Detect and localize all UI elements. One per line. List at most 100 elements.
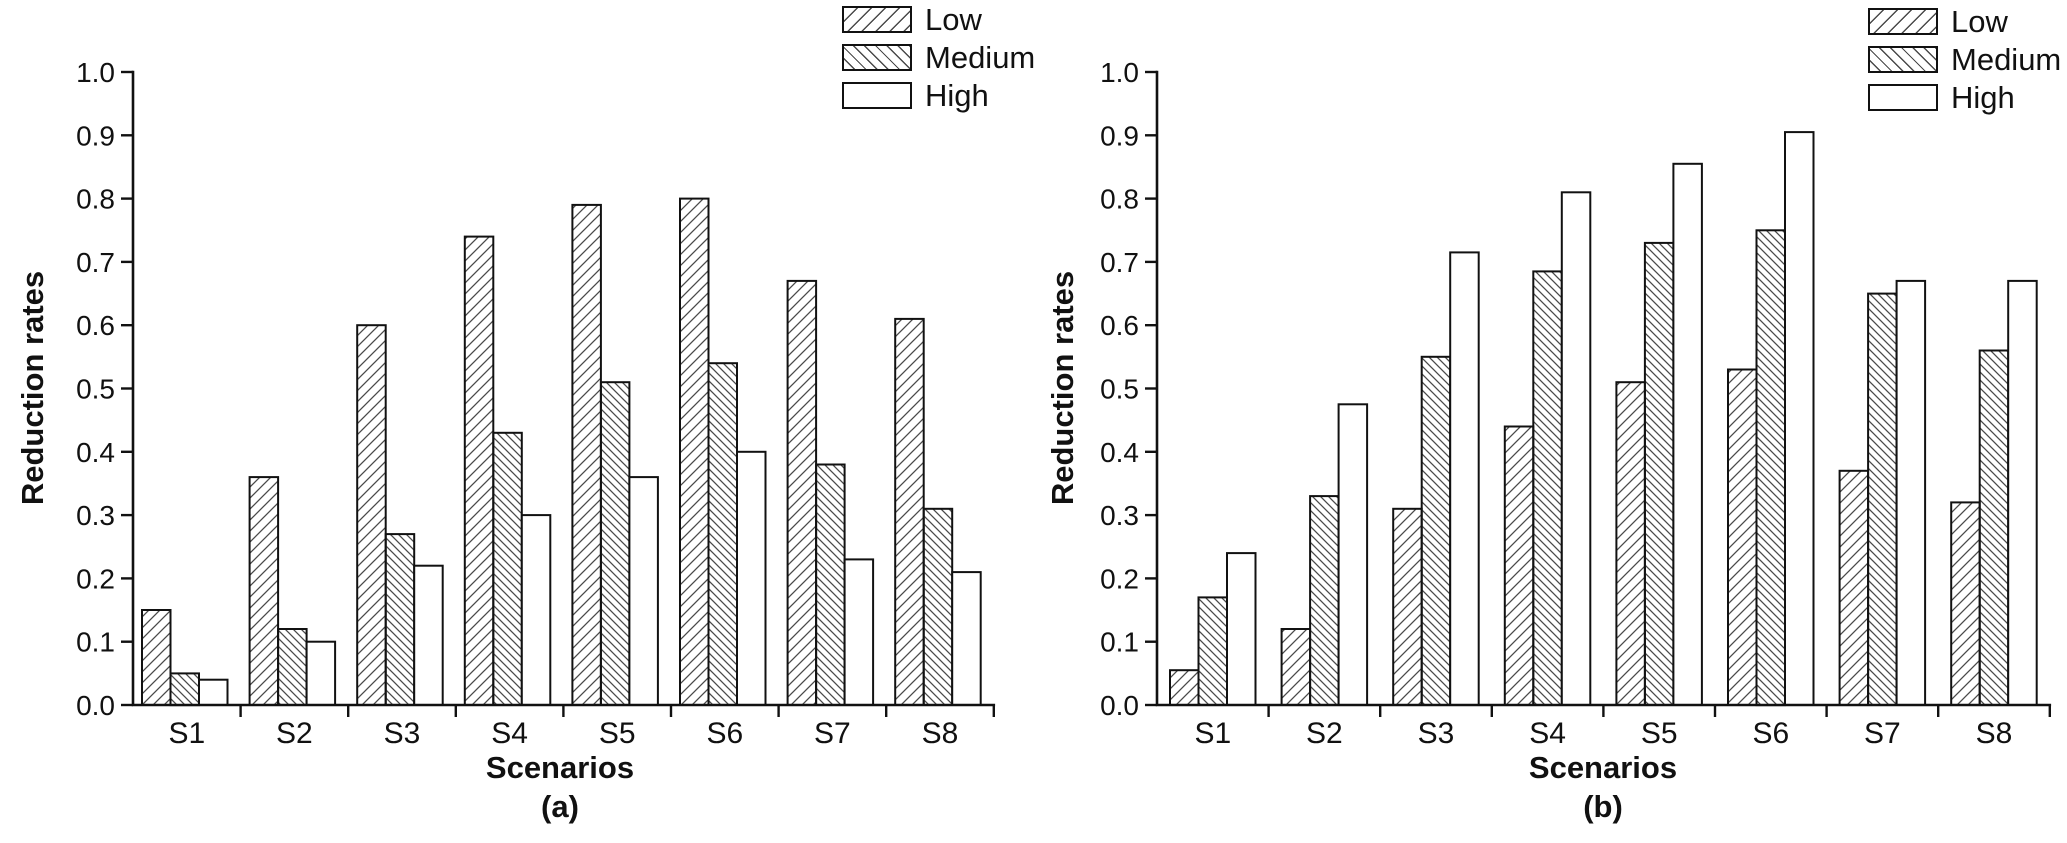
category-label-s5: S5 bbox=[599, 717, 636, 750]
bar-s1-high bbox=[1226, 552, 1257, 706]
bar-s2-medium bbox=[1309, 495, 1340, 706]
bar-s5-high bbox=[1672, 162, 1703, 707]
legend-a: Low Medium High bbox=[842, 2, 1036, 113]
y-tick-label: 0.7 bbox=[76, 247, 115, 278]
bar-s5-medium bbox=[1643, 241, 1675, 706]
bar-s8-low bbox=[894, 317, 925, 706]
bar-s2-medium bbox=[277, 628, 308, 706]
caption-b: (b) bbox=[1583, 789, 1623, 824]
category-label-s8: S8 bbox=[1976, 717, 2013, 750]
legend-item-medium: Medium bbox=[842, 40, 1036, 75]
legend-swatch-high bbox=[1868, 84, 1938, 111]
bar-s3-low bbox=[1392, 507, 1423, 706]
category-label-s1: S1 bbox=[1194, 717, 1231, 750]
y-tick-label: 0.1 bbox=[76, 627, 115, 658]
bar-s7-high bbox=[843, 558, 875, 707]
legend-b: Low Medium High bbox=[1868, 4, 2062, 115]
bar-s3-medium bbox=[384, 533, 416, 706]
bar-s8-medium bbox=[1978, 349, 2010, 706]
y-tick-label: 0.5 bbox=[76, 374, 115, 405]
bar-s2-low bbox=[248, 476, 280, 706]
legend-swatch-high bbox=[842, 82, 912, 109]
y-tick-label: 0.2 bbox=[76, 563, 115, 594]
category-label-s4: S4 bbox=[1529, 717, 1566, 750]
bar-s6-high bbox=[1784, 131, 1815, 707]
bar-s5-low bbox=[1615, 381, 1646, 706]
bar-s7-high bbox=[1895, 279, 1927, 706]
y-tick-label: 0.9 bbox=[76, 120, 115, 151]
y-tick-label: 0.4 bbox=[76, 437, 115, 468]
y-tick-label: 0.6 bbox=[1100, 310, 1139, 341]
bar-s3-high bbox=[413, 564, 444, 707]
category-label-s6: S6 bbox=[706, 717, 743, 750]
bar-s4-medium bbox=[492, 431, 523, 706]
bar-s6-low bbox=[679, 197, 710, 706]
bar-s6-low bbox=[1727, 368, 1758, 706]
category-label-s7: S7 bbox=[1864, 717, 1901, 750]
bar-s1-low bbox=[141, 609, 172, 706]
bar-s2-low bbox=[1280, 628, 1312, 706]
bar-s1-medium bbox=[169, 672, 200, 707]
chart-b: 0.0 0.1 0.2 0.3 0.4 0.5 0.6 0.7 0.8 0.9 1.0 S1 S2 S3 S… bbox=[1100, 57, 2052, 750]
legend-label: Low bbox=[1951, 4, 2008, 39]
legend-label: High bbox=[1951, 80, 2015, 115]
bar-s8-high bbox=[951, 571, 982, 706]
legend-swatch-low bbox=[1868, 8, 1938, 35]
y-tick-label: 0.6 bbox=[76, 310, 115, 341]
y-axis-title-b: Reduction rates bbox=[1045, 270, 1080, 506]
bar-s5-low bbox=[571, 203, 602, 706]
bar-s8-low bbox=[1950, 501, 1981, 706]
bar-s7-medium bbox=[815, 463, 846, 706]
legend-label: Medium bbox=[925, 40, 1036, 75]
legend-item-high: High bbox=[842, 78, 1035, 113]
bar-s6-medium bbox=[1755, 229, 1786, 707]
category-label-s8: S8 bbox=[922, 717, 959, 750]
y-tick-label: 0.0 bbox=[76, 690, 115, 721]
bar-s8-high bbox=[2007, 279, 2038, 706]
bar-s1-medium bbox=[1197, 596, 1228, 707]
bar-s5-medium bbox=[599, 381, 631, 706]
x-axis-title-a: Scenarios bbox=[485, 750, 635, 785]
category-label-s6: S6 bbox=[1752, 717, 1789, 750]
legend-item-low: Low bbox=[1868, 4, 2061, 39]
y-tick-label: 0.3 bbox=[76, 500, 115, 531]
y-tick-label: 0.9 bbox=[1100, 120, 1139, 151]
category-label-s3: S3 bbox=[1418, 717, 1455, 750]
legend-label: High bbox=[925, 78, 989, 113]
bar-s6-high bbox=[736, 450, 767, 706]
category-label-s1: S1 bbox=[168, 717, 205, 750]
legend-item-high: High bbox=[1868, 80, 2061, 115]
bar-s2-high bbox=[305, 640, 337, 707]
category-label-s2: S2 bbox=[1306, 717, 1343, 750]
x-axis-title-b: Scenarios bbox=[1528, 750, 1678, 785]
y-tick-label: 0.7 bbox=[1100, 247, 1139, 278]
legend-swatch-medium bbox=[1868, 46, 1938, 73]
y-tick-label: 0.4 bbox=[1100, 437, 1139, 468]
legend-item-medium: Medium bbox=[1868, 42, 2062, 77]
bar-s7-medium bbox=[1867, 292, 1898, 706]
bar-s4-medium bbox=[1532, 270, 1563, 706]
legend-label: Low bbox=[925, 2, 982, 37]
y-tick-label: 0.1 bbox=[1100, 627, 1139, 658]
bar-s7-low bbox=[1838, 469, 1870, 706]
bar-s2-high bbox=[1337, 403, 1369, 706]
y-tick-label: 0.5 bbox=[1100, 374, 1139, 405]
bar-s4-high bbox=[1560, 191, 1592, 707]
category-label-s3: S3 bbox=[384, 717, 421, 750]
caption-a: (a) bbox=[541, 789, 579, 824]
y-tick-label: 1.0 bbox=[76, 57, 115, 88]
category-label-s7: S7 bbox=[814, 717, 851, 750]
bar-s1-high bbox=[198, 678, 229, 707]
legend-swatch-medium bbox=[842, 44, 912, 71]
bar-s3-medium bbox=[1420, 355, 1452, 706]
legend-label: Medium bbox=[1951, 42, 2062, 77]
chart-a: 0.0 0.1 0.2 0.3 0.4 0.5 0.6 0.7 0.8 0.9 1.0 S1 S2 S3 S… bbox=[76, 57, 996, 750]
category-label-s2: S2 bbox=[276, 717, 313, 750]
bar-s5-high bbox=[628, 476, 659, 706]
bar-s4-high bbox=[520, 514, 552, 706]
bar-s3-low bbox=[356, 324, 387, 706]
bar-s7-low bbox=[786, 279, 818, 706]
category-label-s4: S4 bbox=[491, 717, 528, 750]
